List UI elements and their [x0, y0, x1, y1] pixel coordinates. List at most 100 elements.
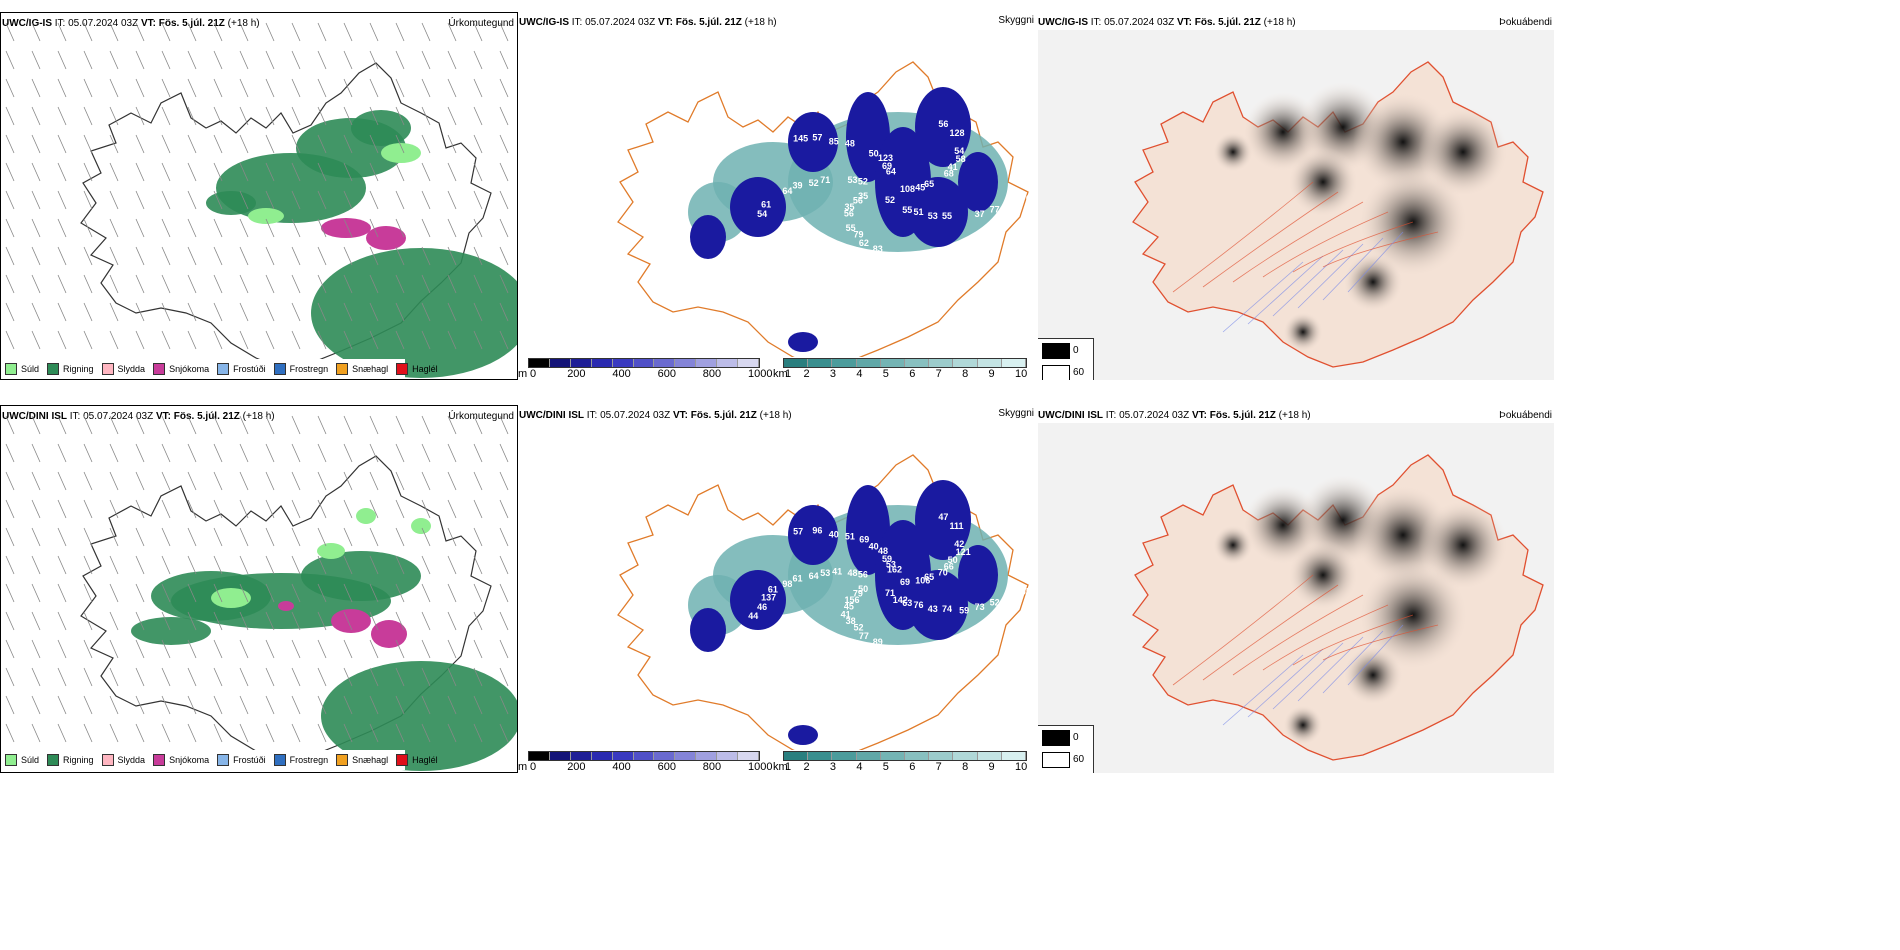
river-line — [1347, 624, 1404, 686]
fog-area — [1343, 645, 1403, 705]
cloud-base-value: 77 — [859, 631, 869, 641]
wind-barb — [395, 50, 405, 70]
wind-barb — [161, 190, 171, 210]
wind-barb — [213, 443, 223, 463]
precip-header-row2: UWC/DINI ISL IT: 05.07.2024 03Z VT: Fös.… — [2, 411, 275, 422]
wind-barb — [343, 330, 353, 350]
wind-barb — [395, 723, 405, 743]
legend-swatch — [396, 754, 409, 766]
wind-barb — [499, 302, 509, 322]
wind-barb — [317, 106, 327, 126]
wind-barb — [5, 274, 15, 294]
wind-barb — [239, 499, 249, 519]
cloud-base-value: 57 — [793, 526, 803, 536]
cloud-base-area — [915, 480, 971, 560]
cloud-base-value: 46 — [757, 602, 767, 612]
precip-legend-row1: Súld Rigning Slydda Snjókoma Frostúði Frostre… — [1, 359, 438, 379]
wind-barb — [109, 162, 119, 182]
wind-barb — [473, 695, 483, 715]
colorbar-tick: 5 — [882, 368, 889, 380]
colorbar-tick: 7 — [935, 761, 942, 773]
wind-barb — [239, 695, 249, 715]
cloud-base-value: 41 — [841, 609, 851, 619]
wind-barb — [213, 134, 223, 154]
colorbar-tick: 1000 — [748, 368, 773, 380]
wind-barb — [317, 723, 327, 743]
wind-barb — [343, 723, 353, 743]
wind-barb — [291, 611, 301, 631]
river-line — [1297, 636, 1364, 702]
wind-barb — [395, 667, 405, 687]
wind-barb — [369, 639, 379, 659]
cloud-base-area — [788, 332, 818, 352]
cloud-base-value: 96 — [812, 526, 822, 536]
wind-barb — [83, 50, 93, 70]
wind-barb — [343, 134, 353, 154]
wind-barb — [213, 555, 223, 575]
wind-barb — [395, 274, 405, 294]
legend-label: Súld — [21, 364, 40, 374]
wind-barb — [317, 583, 327, 603]
cloud-base-value: 48 — [878, 546, 888, 556]
river-line — [1347, 231, 1404, 293]
wind-barb — [291, 499, 301, 519]
cloud-base-value: 62 — [859, 238, 869, 248]
wind-barb — [31, 695, 41, 715]
wind-barb — [317, 190, 327, 210]
cloud-base-value: 42 — [954, 539, 964, 549]
wind-barb — [135, 22, 145, 42]
wind-barb — [421, 50, 431, 70]
wind-barb — [83, 302, 93, 322]
cloud-base-area — [958, 545, 998, 605]
wind-barb — [213, 471, 223, 491]
wind-barb — [343, 190, 353, 210]
wind-barb — [473, 50, 483, 70]
cloudbase-colorbar-row2: m 0 200 400 600 800 1000 — [518, 751, 772, 773]
legend-swatch — [47, 754, 60, 766]
road-line — [1292, 221, 1414, 273]
wind-barb — [83, 134, 93, 154]
wind-barb — [473, 106, 483, 126]
wind-barb — [473, 134, 483, 154]
wind-barb — [291, 723, 301, 743]
cloud-base-value: 53 — [886, 559, 896, 569]
cloud-base-value: 56 — [858, 569, 868, 579]
wind-barb — [499, 190, 509, 210]
cloud-base-value: 137 — [761, 593, 776, 603]
cloud-base-value: 79 — [854, 230, 864, 240]
wind-barb — [265, 527, 275, 547]
cloud-base-value: 52 — [854, 623, 864, 633]
precip-legend-item: Slydda — [101, 754, 145, 766]
cloudbase-panel-row2: UWC/DINI ISL IT: 05.07.2024 03Z VT: Fös.… — [518, 405, 1038, 773]
wind-barb — [5, 667, 15, 687]
wind-barb — [83, 162, 93, 182]
wind-barb — [265, 50, 275, 70]
wind-barb — [109, 611, 119, 631]
wind-barb — [31, 555, 41, 575]
drizzle-area — [211, 588, 251, 608]
wind-barb — [473, 639, 483, 659]
wind-barb — [447, 330, 457, 350]
cloud-base-value: 64 — [782, 186, 792, 196]
wind-barb — [57, 50, 67, 70]
wind-barb — [187, 415, 197, 435]
wind-barb — [343, 106, 353, 126]
wind-barb — [5, 162, 15, 182]
wind-barb — [135, 527, 145, 547]
wind-barb — [421, 218, 431, 238]
wind-barb — [239, 723, 249, 743]
wind-barb — [187, 443, 197, 463]
wind-barb — [213, 583, 223, 603]
road-line — [1322, 231, 1439, 268]
rain-area — [301, 551, 421, 601]
wind-barb — [395, 695, 405, 715]
cloud-base-value: 65 — [924, 179, 934, 189]
cloud-base-value: 71 — [820, 175, 830, 185]
wind-barb — [499, 471, 509, 491]
wind-barb — [57, 639, 67, 659]
precip-panel-row2: UWC/DINI ISL IT: 05.07.2024 03Z VT: Fös.… — [0, 405, 518, 773]
road-line — [1232, 201, 1364, 283]
cloud-base-value: 55 — [942, 211, 952, 221]
wind-barb — [83, 667, 93, 687]
drizzle-area — [411, 518, 431, 534]
